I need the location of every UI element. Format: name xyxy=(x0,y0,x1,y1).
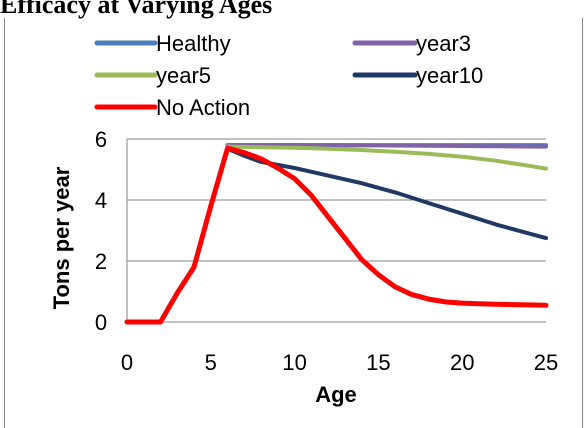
x-tick-label: 5 xyxy=(205,350,217,375)
series-line-no-action xyxy=(124,145,549,325)
legend-label-year5: year5 xyxy=(156,63,211,88)
legend-label-year3: year3 xyxy=(416,31,471,56)
x-tick-label: 10 xyxy=(282,350,306,375)
page-title: Efficacy at Varying Ages xyxy=(0,0,273,19)
y-tick-label: 0 xyxy=(95,310,107,335)
series-line-year10 xyxy=(225,146,548,241)
series-line-year5 xyxy=(225,144,548,171)
x-tick-label: 25 xyxy=(534,350,558,375)
series-line-year3 xyxy=(225,143,548,149)
x-axis-title: Age xyxy=(315,382,357,407)
y-tick-label: 4 xyxy=(95,188,107,213)
x-tick-label: 15 xyxy=(366,350,390,375)
legend-label-year10: year10 xyxy=(416,63,483,88)
chart-frame xyxy=(4,18,583,428)
x-tick-label: 20 xyxy=(450,350,474,375)
legend-label-healthy: Healthy xyxy=(156,31,231,56)
y-tick-label: 2 xyxy=(95,249,107,274)
legend-label-no-action: No Action xyxy=(156,95,250,120)
y-tick-label: 6 xyxy=(95,127,107,152)
y-axis-title: Tons per year xyxy=(49,166,74,309)
x-tick-label: 0 xyxy=(121,350,133,375)
